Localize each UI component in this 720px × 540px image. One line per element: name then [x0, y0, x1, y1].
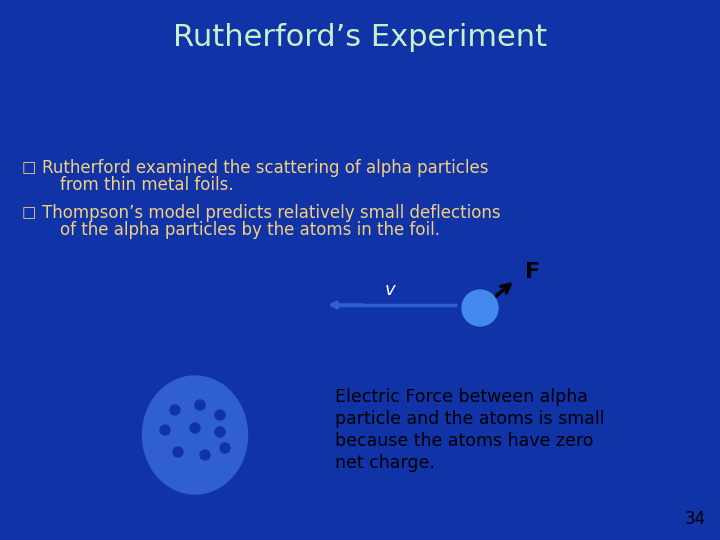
Text: because the atoms have zero: because the atoms have zero — [335, 432, 593, 450]
Text: □: □ — [22, 206, 37, 220]
Text: Thompson’s model predicts relatively small deflections: Thompson’s model predicts relatively sma… — [42, 204, 500, 222]
Text: F: F — [525, 262, 540, 282]
Circle shape — [200, 450, 210, 460]
Circle shape — [160, 425, 170, 435]
Circle shape — [195, 400, 205, 410]
Circle shape — [173, 447, 183, 457]
Circle shape — [462, 290, 498, 326]
Circle shape — [215, 410, 225, 420]
Text: Electric Force between alpha: Electric Force between alpha — [335, 388, 588, 406]
Text: v: v — [384, 281, 395, 299]
Circle shape — [215, 427, 225, 437]
Text: net charge.: net charge. — [335, 454, 435, 472]
Text: Rutherford’s Experiment: Rutherford’s Experiment — [173, 24, 547, 52]
Text: of the alpha particles by the atoms in the foil.: of the alpha particles by the atoms in t… — [60, 221, 440, 239]
Text: from thin metal foils.: from thin metal foils. — [60, 176, 233, 194]
Circle shape — [220, 443, 230, 453]
Text: particle and the atoms is small: particle and the atoms is small — [335, 410, 605, 428]
Text: Rutherford examined the scattering of alpha particles: Rutherford examined the scattering of al… — [42, 159, 488, 177]
Text: □: □ — [22, 160, 37, 176]
Circle shape — [170, 405, 180, 415]
Circle shape — [190, 423, 200, 433]
Text: 34: 34 — [685, 510, 706, 528]
Ellipse shape — [143, 376, 248, 494]
